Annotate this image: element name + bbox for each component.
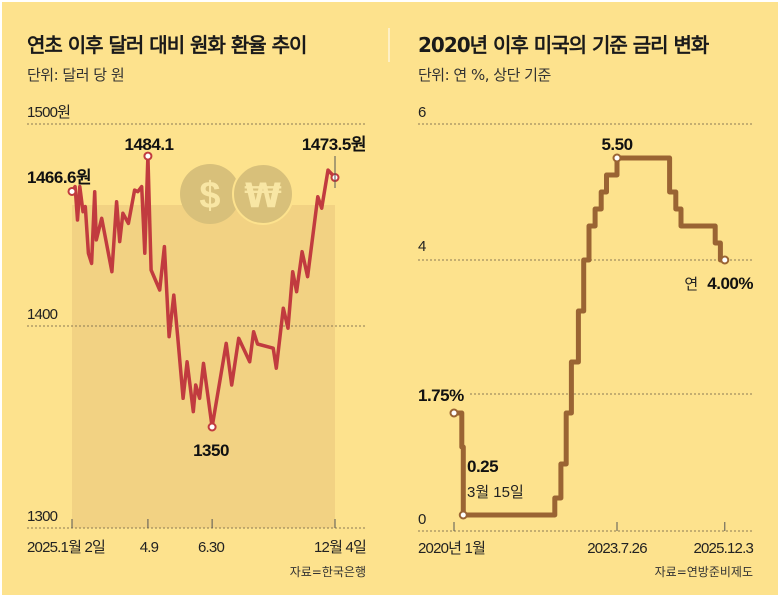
label-low-rate: 0.25 [467,457,498,476]
label-start-value: 1466.6원 [27,168,91,187]
key-data-point [143,151,153,161]
y-tick-1300: 1300 [27,508,58,525]
label-low-date: 3월 15일 [467,484,524,501]
label-low-value: 1350 [193,441,229,460]
krw-exchange-rate-line [70,154,337,429]
label-peak-value: 1484.1 [125,135,174,154]
y-tick-1500: 1500원 [27,104,70,121]
fed-chart-unit: 단위: 연 %, 상단 기준 [418,66,551,84]
krw-chart: 연초 이후 달러 대비 원화 환율 추이 단위: 달러 당 원 1500원 14… [27,33,367,579]
label-end-value: 1473.5원 [302,135,366,154]
label-end-value: 4.00% [707,274,753,293]
x-tick-apr9: 4.9 [140,539,159,556]
x-tick-dec4: 12월 4일 [314,539,366,556]
key-data-point [67,186,77,196]
x-tick-2023-7-26: 2023.7.26 [587,540,647,557]
fed-rate-line [454,155,725,518]
svg-text:₩: ₩ [244,176,282,216]
label-start-rate: 1.75% [418,386,464,405]
x-tick-jan2: 2025.1월 2일 [27,539,105,556]
krw-source: 자료=한국은행 [290,564,366,579]
krw-chart-title: 연초 이후 달러 대비 원화 환율 추이 [27,33,306,57]
fed-chart-title: 2020년 이후 미국의 기준 금리 변화 [418,33,710,57]
x-tick-2025-12-3: 2025.12.3 [693,540,753,557]
krw-chart-unit: 단위: 달러 당 원 [27,66,124,84]
svg-text:$: $ [199,175,220,217]
won-coin-icon: ₩ [232,163,294,225]
label-end-prefix: 연 [684,276,698,293]
key-data-point [720,255,730,265]
key-data-point [207,422,217,432]
dollar-coin-icon: $ [180,164,240,224]
y-tick-1400: 1400 [27,306,58,323]
key-data-point [458,510,468,520]
y-tick-4: 4 [418,238,426,255]
y-tick-6: 6 [418,104,426,121]
fed-rate-chart: 2020년 이후 미국의 기준 금리 변화 단위: 연 %, 상단 기준 6 4… [418,33,754,579]
x-tick-jun30: 6.30 [198,539,224,556]
x-tick-2020-jan: 2020년 1월 [418,540,485,557]
label-peak-rate: 5.50 [601,135,632,154]
fed-source: 자료=연방준비제도 [655,565,753,579]
key-data-point [449,408,459,418]
y-tick-0: 0 [418,511,426,528]
label-end-rate: 연 4.00% [684,274,753,293]
key-data-point [612,153,622,163]
